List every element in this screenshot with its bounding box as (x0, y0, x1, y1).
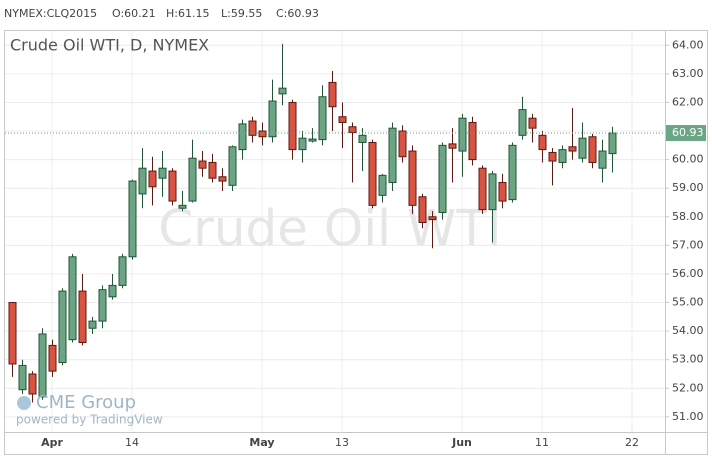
candle-body (158, 167, 167, 179)
candle-body (168, 170, 177, 202)
chart-title: Crude Oil WTI, D, NYMEX (10, 36, 209, 55)
x-tick-label: 22 (625, 436, 639, 449)
candle-body (258, 130, 267, 138)
candle-body (188, 157, 197, 202)
candle-body (78, 290, 87, 344)
frame (4, 30, 708, 455)
candle-body (248, 120, 257, 136)
high-label: H:61.15 (166, 7, 209, 20)
grid (5, 31, 665, 432)
candle-body (598, 150, 607, 169)
candle-body (238, 123, 247, 151)
candle-body (338, 116, 347, 123)
candle-body (348, 126, 357, 133)
candle-body (428, 216, 437, 221)
x-tick-label: 13 (335, 436, 349, 449)
y-tick-label: 51.00 (672, 410, 704, 423)
y-tick-label: 64.00 (672, 38, 704, 51)
candle-body (458, 117, 467, 152)
candle-body (378, 174, 387, 196)
candle-body (18, 364, 27, 391)
candle-body (308, 138, 317, 142)
candle-body (108, 284, 117, 298)
candle-body (328, 81, 337, 108)
candle-body (568, 146, 577, 152)
candle-body (98, 289, 107, 322)
candle-body (268, 100, 277, 138)
y-tick-label: 57.00 (672, 238, 704, 251)
candle-body (538, 134, 547, 151)
candle-body (228, 146, 237, 186)
candle-body (48, 344, 57, 372)
candle-body (298, 137, 307, 151)
y-tick-label: 56.00 (672, 267, 704, 280)
candle-body (528, 117, 537, 129)
candle-body (368, 141, 377, 206)
x-tick-label: Jun (451, 436, 472, 449)
candle-body (518, 109, 527, 136)
symbol: NYMEX:CLQ2015 (4, 7, 97, 20)
candle-body (198, 160, 207, 169)
open-label: O:60.21 (112, 7, 156, 20)
y-tick-label: 63.00 (672, 67, 704, 80)
y-tick-label: 59.00 (672, 181, 704, 194)
brand: CME Group (36, 392, 136, 413)
candle-body (558, 149, 567, 163)
y-tick-label: 53.00 (672, 353, 704, 366)
powered-by: powered by TradingView (16, 413, 163, 427)
candle-body (138, 167, 147, 195)
candle-body (358, 134, 367, 143)
candle-body (438, 144, 447, 213)
candle-body (398, 130, 407, 158)
candle-body (498, 181, 507, 202)
candle-body (448, 143, 457, 149)
header: NYMEX:CLQ2015 O:60.21 H:61.15 L:59.55 C:… (4, 7, 319, 20)
close-label: C:60.93 (276, 7, 319, 20)
y-tick-label: 54.00 (672, 324, 704, 337)
watermark: Crude Oil WTI (158, 200, 501, 258)
low-label: L:59.55 (221, 7, 262, 20)
candle-body (58, 290, 67, 364)
x-tick-label: 11 (535, 436, 549, 449)
candle-body (418, 196, 427, 223)
candle-body (88, 320, 97, 329)
y-tick-label: 55.00 (672, 296, 704, 309)
candle-body (408, 150, 417, 206)
candle-body (468, 121, 477, 161)
candle-body (548, 151, 557, 162)
x-tick-label: 14 (125, 436, 139, 449)
candle-body (28, 373, 37, 395)
candle-body (588, 136, 597, 163)
candle-body (508, 144, 517, 201)
candle-body (128, 180, 137, 258)
candle-body (288, 101, 297, 151)
y-tick-label: 60.00 (672, 153, 704, 166)
candle-body (208, 161, 217, 179)
candles (8, 43, 617, 403)
candle-body (38, 333, 47, 398)
candle-body (578, 137, 587, 159)
candle-body (218, 176, 227, 182)
candle-body (478, 167, 487, 211)
brand-logo (17, 396, 31, 410)
last-price-box (666, 125, 706, 142)
x-tick-label: Apr (41, 436, 63, 449)
candle-body (388, 127, 397, 183)
candle-body (8, 302, 17, 365)
candle-body (318, 96, 327, 141)
candle-body (148, 170, 157, 188)
candle-body (68, 256, 77, 341)
y-tick-label: 62.00 (672, 95, 704, 108)
y-tick-label: 52.00 (672, 381, 704, 394)
candle-body (118, 256, 127, 286)
candle-body (488, 173, 497, 211)
y-tick-label: 58.00 (672, 210, 704, 223)
last-price-label: 60.93 (672, 126, 704, 139)
candle-body (608, 132, 617, 155)
x-tick-label: May (249, 436, 274, 449)
candle-body (178, 204, 187, 209)
candle-body (278, 87, 287, 95)
